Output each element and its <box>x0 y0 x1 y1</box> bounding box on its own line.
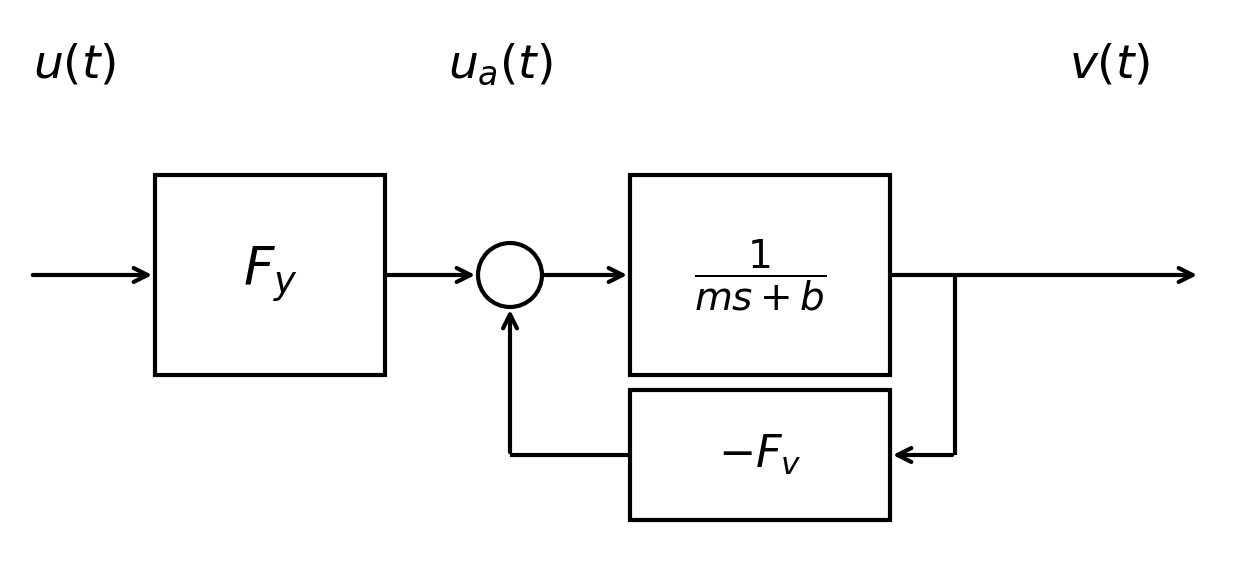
Text: $v(t)$: $v(t)$ <box>1069 43 1151 87</box>
Text: $\mathit{F}_y$: $\mathit{F}_y$ <box>243 245 298 305</box>
Bar <box>630 175 890 375</box>
Bar <box>155 175 384 375</box>
Text: $u_a(t)$: $u_a(t)$ <box>448 42 552 88</box>
Text: $-\mathit{F}_v$: $-\mathit{F}_v$ <box>718 433 802 477</box>
Circle shape <box>477 243 542 307</box>
Text: $\dfrac{1}{ms+b}$: $\dfrac{1}{ms+b}$ <box>693 237 826 312</box>
Text: $u(t)$: $u(t)$ <box>33 43 117 87</box>
Bar <box>630 390 890 520</box>
